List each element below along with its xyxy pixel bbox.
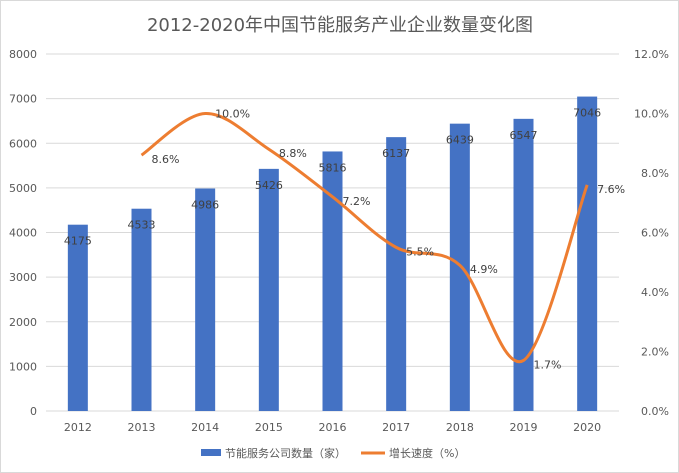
line-data-label: 5.5%	[406, 245, 434, 258]
y-right-tick-label: 8.0%	[641, 167, 669, 180]
bar-data-label: 5426	[255, 179, 283, 192]
bar-data-label: 4175	[64, 235, 92, 248]
y-left-tick-label: 7000	[9, 93, 37, 106]
bar-data-label: 6547	[510, 129, 538, 142]
y-left-tick-label: 2000	[9, 316, 37, 329]
y-left-tick-label: 5000	[9, 182, 37, 195]
y-right-tick-label: 0.0%	[641, 405, 669, 418]
y-right-tick-label: 12.0%	[634, 48, 669, 61]
line-data-label: 8.8%	[279, 147, 307, 160]
bar-data-label: 4986	[191, 198, 219, 211]
bar	[386, 137, 407, 412]
line-data-label: 1.7%	[534, 358, 562, 371]
y-left-tick-label: 4000	[9, 227, 37, 240]
line-data-label: 10.0%	[215, 108, 250, 121]
x-tick-label: 2015	[255, 421, 283, 434]
x-tick-label: 2013	[128, 421, 156, 434]
bar-data-label: 4533	[128, 219, 156, 232]
y-left-tick-label: 6000	[9, 137, 37, 150]
y-left-tick-label: 0	[30, 405, 37, 418]
bar-data-label: 5816	[319, 161, 347, 174]
bar-data-label: 7046	[573, 107, 601, 120]
x-tick-label: 2018	[446, 421, 474, 434]
bar	[258, 168, 279, 411]
bar-data-label: 6137	[382, 147, 410, 160]
legend-swatch-bar	[201, 449, 221, 456]
y-left-tick-label: 3000	[9, 271, 37, 284]
bar	[131, 208, 152, 411]
line-data-label: 7.6%	[597, 183, 625, 196]
y-left-tick-label: 1000	[9, 360, 37, 373]
x-tick-label: 2014	[191, 421, 219, 434]
x-tick-label: 2016	[319, 421, 347, 434]
line-data-label: 8.6%	[152, 153, 180, 166]
y-right-tick-label: 4.0%	[641, 286, 669, 299]
growth-line	[140, 111, 589, 364]
x-tick-label: 2019	[510, 421, 538, 434]
line-data-label: 4.9%	[470, 263, 498, 276]
bar	[513, 118, 534, 412]
bar	[67, 224, 88, 411]
y-right-tick-label: 10.0%	[634, 108, 669, 121]
x-tick-label: 2017	[382, 421, 410, 434]
legend-label: 增长速度（%）	[389, 446, 465, 460]
legend-label: 节能服务公司数量（家）	[225, 446, 346, 460]
chart-title: 2012-2020年中国节能服务产业企业数量变化图	[147, 15, 533, 36]
bar	[322, 151, 343, 411]
bar	[195, 188, 216, 411]
bar	[577, 96, 598, 411]
bar-data-label: 6439	[446, 134, 474, 147]
y-left-tick-label: 8000	[9, 48, 37, 61]
y-right-tick-label: 2.0%	[641, 346, 669, 359]
x-tick-label: 2012	[64, 421, 92, 434]
y-right-tick-label: 6.0%	[641, 227, 669, 240]
bar	[449, 123, 470, 412]
x-tick-label: 2020	[573, 421, 601, 434]
line-data-label: 7.2%	[343, 195, 371, 208]
